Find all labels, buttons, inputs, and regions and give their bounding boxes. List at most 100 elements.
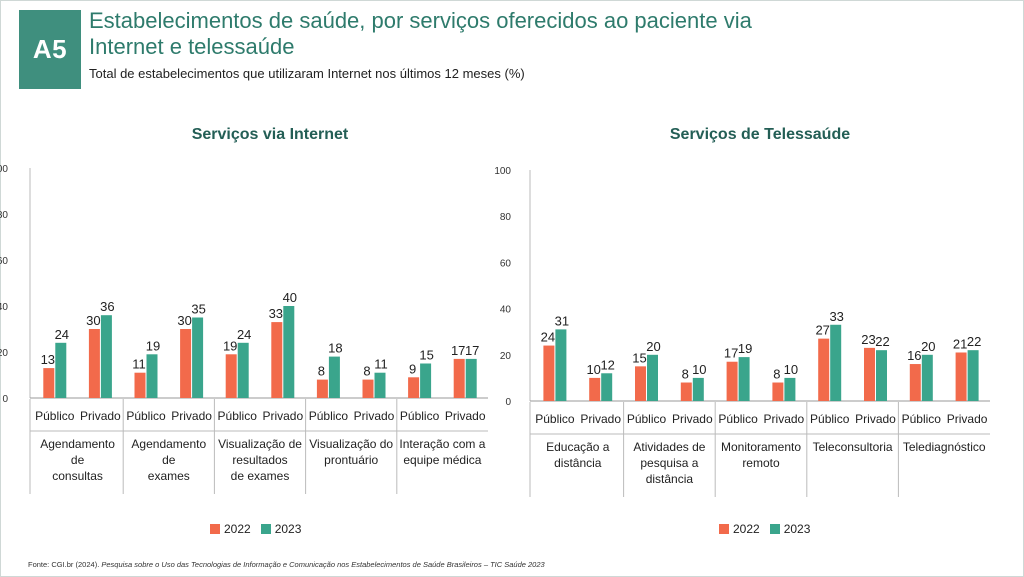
legend-item-2022: 2022	[210, 522, 251, 536]
data-label: 11	[132, 357, 146, 372]
data-label: 33	[269, 306, 283, 321]
bar-visualizacao-do-prontuario-publico-2022	[316, 379, 328, 398]
bar-telediagnostico-privado-2022	[955, 352, 967, 401]
x-subcategory-label: Privado	[672, 412, 713, 426]
bar-visualizacao-do-prontuario-privado-2022	[362, 379, 374, 398]
bar-educacao-a-distancia-publico-2023	[555, 329, 567, 401]
legend-label-2022: 2022	[224, 522, 251, 536]
x-group-label: exames	[148, 469, 190, 483]
data-label: 11	[374, 357, 388, 372]
bar-agendamento-de-consultas-publico-2022	[43, 368, 55, 398]
bar-atividades-de-pesquisa-a-distancia-publico-2023	[647, 354, 658, 401]
bar-interacao-com-a-equipe-medica-privado-2023	[465, 358, 477, 398]
legend-telessaude: 2022 2023	[719, 522, 810, 536]
data-label: 20	[646, 339, 660, 354]
x-subcategory-label: Público	[309, 409, 349, 423]
x-group-label: Teleconsultoria	[813, 440, 893, 454]
y-tick-label: 100	[494, 166, 511, 177]
bar-interacao-com-a-equipe-medica-publico-2023	[420, 363, 432, 398]
x-subcategory-label: Privado	[445, 409, 486, 423]
figure-subtitle: Total de estabelecimentos que utilizaram…	[89, 66, 525, 81]
y-tick-label: 80	[0, 210, 8, 221]
x-subcategory-label: Público	[535, 412, 575, 426]
bar-teleconsultoria-publico-2022	[818, 338, 830, 401]
data-label: 30	[177, 313, 191, 328]
legend-item-2023: 2023	[260, 522, 301, 536]
x-group-label: Agendamento	[131, 437, 206, 451]
x-group-label: Interação com a	[399, 437, 485, 451]
chart-internet: 0204060801001324Público3036PrivadoAgenda…	[0, 164, 488, 494]
x-group-label: distância	[646, 472, 694, 486]
x-group-label: Educação a	[546, 440, 610, 454]
data-label: 22	[967, 334, 981, 349]
legend-label-2023: 2023	[783, 522, 811, 536]
bar-educacao-a-distancia-publico-2022	[543, 345, 555, 401]
bar-agendamento-de-consultas-privado-2022	[88, 329, 100, 398]
bar-monitoramento-remoto-privado-2023	[784, 377, 796, 401]
x-group-label: Visualização de	[218, 437, 302, 451]
data-label: 17	[724, 346, 738, 361]
y-tick-label: 20	[500, 351, 512, 362]
x-subcategory-label: Privado	[580, 412, 621, 426]
y-tick-label: 60	[500, 258, 512, 269]
x-group-label: de	[162, 453, 176, 467]
x-subcategory-label: Público	[218, 409, 258, 423]
data-label: 10	[586, 362, 600, 377]
y-tick-label: 20	[0, 348, 8, 359]
data-label: 35	[191, 302, 205, 317]
data-label: 24	[55, 327, 69, 342]
bar-agendamento-de-exames-publico-2023	[146, 354, 158, 398]
data-label: 8	[363, 364, 370, 379]
x-group-label: Monitoramento	[721, 440, 801, 454]
y-tick-label: 100	[0, 164, 8, 175]
x-subcategory-label: Privado	[947, 412, 988, 426]
x-group-label: equipe médica	[403, 453, 481, 467]
y-tick-label: 40	[0, 302, 8, 313]
legend-swatch-2023	[769, 524, 780, 534]
data-label: 8	[318, 364, 325, 379]
x-group-label: distância	[554, 456, 602, 470]
y-tick-label: 60	[0, 256, 8, 267]
data-label: 24	[237, 327, 251, 342]
y-tick-label: 0	[505, 397, 511, 408]
data-label: 20	[921, 339, 935, 354]
data-label: 24	[541, 330, 555, 345]
x-subcategory-label: Privado	[80, 409, 121, 423]
bar-agendamento-de-exames-privado-2023	[192, 317, 204, 398]
bar-monitoramento-remoto-publico-2023	[738, 357, 750, 401]
data-label: 12	[600, 357, 614, 372]
y-tick-label: 40	[500, 305, 512, 316]
x-group-label: Atividades de	[633, 440, 705, 454]
bar-atividades-de-pesquisa-a-distancia-privado-2022	[680, 382, 692, 401]
bar-visualizacao-de-resultados-de-exames-publico-2023	[237, 342, 249, 398]
source-prefix: Fonte: CGI.br (2024).	[28, 560, 102, 569]
figure-badge: A5	[19, 10, 81, 89]
bar-interacao-com-a-equipe-medica-privado-2022	[453, 358, 465, 398]
data-label: 30	[86, 313, 100, 328]
data-label: 23	[861, 332, 875, 347]
data-label: 40	[283, 290, 297, 305]
x-subcategory-label: Privado	[855, 412, 896, 426]
x-group-label: pesquisa a	[640, 456, 698, 470]
data-label: 10	[784, 362, 798, 377]
bar-monitoramento-remoto-publico-2022	[726, 361, 738, 401]
data-label: 9	[409, 361, 416, 376]
data-label: 19	[738, 341, 752, 356]
bar-telediagnostico-publico-2022	[909, 364, 921, 401]
x-subcategory-label: Público	[126, 409, 166, 423]
source-note: Fonte: CGI.br (2024). Pesquisa sobre o U…	[28, 560, 545, 569]
x-subcategory-label: Público	[400, 409, 440, 423]
bar-visualizacao-de-resultados-de-exames-privado-2023	[283, 306, 295, 398]
x-subcategory-label: Público	[627, 412, 667, 426]
x-group-label: de	[71, 453, 85, 467]
legend-swatch-2022	[719, 524, 729, 534]
data-label: 17	[465, 343, 479, 358]
legend-swatch-2023	[260, 524, 271, 534]
bar-atividades-de-pesquisa-a-distancia-publico-2022	[635, 366, 646, 401]
bar-interacao-com-a-equipe-medica-publico-2022	[408, 377, 420, 398]
bar-teleconsultoria-publico-2023	[830, 324, 842, 401]
data-label: 18	[328, 341, 342, 356]
bar-agendamento-de-exames-privado-2022	[180, 329, 192, 398]
data-label: 8	[682, 367, 689, 382]
